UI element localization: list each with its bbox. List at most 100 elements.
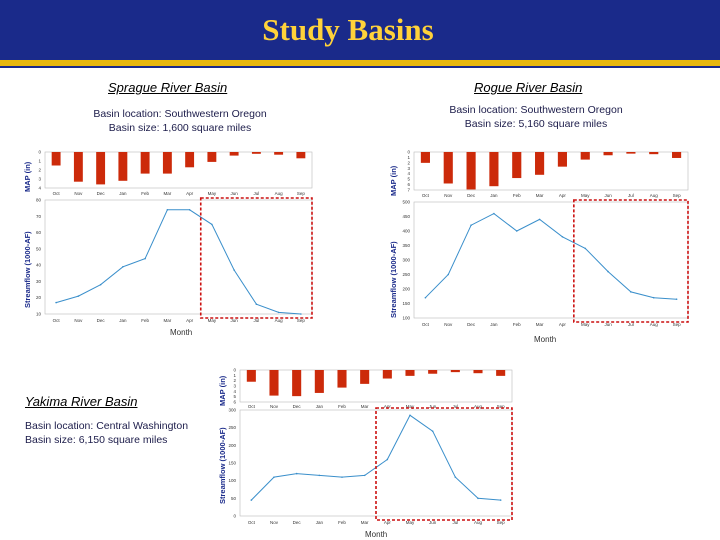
yakima-map-bar (450, 370, 460, 373)
rogue-map-bar (512, 152, 522, 179)
yakima-map-bar (473, 370, 483, 374)
sprague-flow-month-tick: Feb (141, 318, 149, 323)
rogue-flow-tick: 500 (402, 200, 410, 205)
rogue-map-frame (413, 151, 689, 191)
sprague-map-bar (229, 152, 239, 156)
rogue-flow-tick: 400 (402, 229, 410, 234)
sprague-month-axis-label: Month (170, 328, 193, 337)
sprague-flow-month-tick: Jul (253, 318, 259, 323)
rogue-map-bar (649, 152, 659, 155)
sprague-map-month-tick: Jan (119, 191, 127, 196)
yakima-map-bar (382, 370, 392, 379)
rogue-flow-month-tick: Feb (513, 322, 521, 327)
yakima-map-month-tick: May (406, 404, 415, 409)
yakima-basin-title: Yakima River Basin (25, 394, 138, 409)
yakima-map-month-tick: Jan (316, 404, 324, 409)
rogue-flow-tick: 350 (402, 243, 410, 248)
page-title: Study Basins (262, 12, 434, 47)
yakima-flow-tick: 0 (233, 514, 236, 519)
yakima-map-bar (360, 370, 370, 384)
rogue-flow-point (515, 230, 518, 232)
sprague-flow-month-tick: Mar (164, 318, 172, 323)
rogue-flow-month-tick: May (581, 322, 590, 327)
sprague-map-bar (140, 152, 150, 174)
rogue-flow-point (675, 298, 678, 300)
sprague-map-bar (274, 152, 284, 155)
sprague-map-tick: 2 (38, 168, 41, 173)
yakima-highlight-box (375, 407, 513, 521)
sprague-flow-point (233, 269, 235, 271)
yakima-flow-month-tick: Mar (361, 520, 369, 525)
rogue-map-bar (672, 152, 682, 158)
rogue-map-month-tick: May (581, 193, 590, 198)
yakima-flow-month-tick: Jul (452, 520, 458, 525)
rogue-flow-month-tick: Sep (673, 322, 682, 327)
sprague-flow-month-tick: Jun (230, 318, 238, 323)
rogue-map-month-tick: Feb (513, 193, 521, 198)
sprague-flow-point (166, 208, 169, 211)
rogue-flow-point (584, 247, 587, 250)
rogue-map-tick: 0 (407, 150, 410, 155)
yakima-flow-point (477, 497, 479, 500)
rogue-flow-tick: 450 (402, 214, 410, 219)
sprague-map-month-tick: Dec (97, 191, 106, 196)
yakima-flow-month-tick: Dec (293, 520, 302, 525)
sprague-flow-point (77, 295, 80, 297)
yakima-flow-month-tick: Aug (474, 520, 483, 525)
rogue-flow-point (630, 291, 632, 293)
rogue-map-tick: 3 (407, 166, 410, 171)
rogue-flow-point (447, 273, 450, 276)
sprague-flow-axis-label: Streamflow (1000-AF) (23, 231, 32, 308)
yakima-location: Basin location: Central Washington (25, 420, 189, 432)
rogue-flow-tick: 100 (402, 316, 410, 321)
yakima-flow-month-tick: Nov (270, 520, 279, 525)
rogue-map-tick: 7 (407, 188, 410, 193)
sprague-flow-point (99, 283, 102, 286)
yakima-map-month-tick: Feb (338, 404, 346, 409)
sprague-map-month-tick: Feb (141, 191, 149, 196)
sprague-flow-tick: 20 (36, 295, 42, 300)
sprague-flow-point (55, 301, 57, 304)
yakima-map-bar (269, 370, 279, 396)
rogue-map-bar (420, 152, 430, 163)
rogue-map-month-tick: Mar (536, 193, 544, 198)
sprague-flow-month-tick: Oct (53, 318, 61, 323)
sprague-map-bar (296, 152, 306, 159)
sprague-map-tick: 3 (38, 177, 41, 182)
yakima-flow-point (318, 474, 321, 477)
sprague-map-month-tick: Oct (53, 191, 61, 196)
sprague-flow-month-tick: Sep (297, 318, 306, 323)
sprague-flow-tick: 40 (36, 263, 42, 268)
yakima-map-bar (496, 370, 506, 376)
sprague-map-axis-label: MAP (in) (23, 161, 32, 192)
yakima-map-tick: 6 (233, 400, 236, 405)
rogue-map-bar (603, 152, 613, 156)
yakima-flow-point (454, 476, 457, 478)
sprague-map-bar (51, 152, 61, 166)
sprague-map-bar (207, 152, 217, 162)
rogue-flow-point (424, 296, 427, 299)
sprague-flow-tick: 10 (36, 312, 42, 317)
yakima-flow-month-tick: May (406, 520, 415, 525)
yakima-map-month-tick: Aug (474, 404, 483, 409)
sprague-map-bar (73, 152, 83, 182)
yakima-flow-point (273, 476, 275, 478)
rogue-flow-month-tick: Mar (536, 322, 544, 327)
rogue-map-axis-label: MAP (in) (389, 165, 398, 196)
yakima-size: Basin size: 6,150 square miles (25, 434, 168, 446)
sprague-map-tick: 1 (38, 159, 41, 164)
yakima-flow-tick: 200 (228, 443, 236, 448)
header-underline (0, 66, 720, 68)
sprague-flow-line (55, 209, 301, 315)
yakima-map-month-tick: Apr (384, 404, 392, 409)
rogue-map-tick: 6 (407, 182, 410, 187)
rogue-flow-point (538, 218, 541, 221)
yakima-flow-point (363, 474, 366, 477)
sprague-map-bar (96, 152, 106, 185)
rogue-flow-point (561, 236, 564, 238)
yakima-map-axis-label: MAP (in) (218, 375, 227, 406)
rogue-map-bar (626, 152, 636, 154)
rogue-flow-tick: 200 (402, 287, 410, 292)
